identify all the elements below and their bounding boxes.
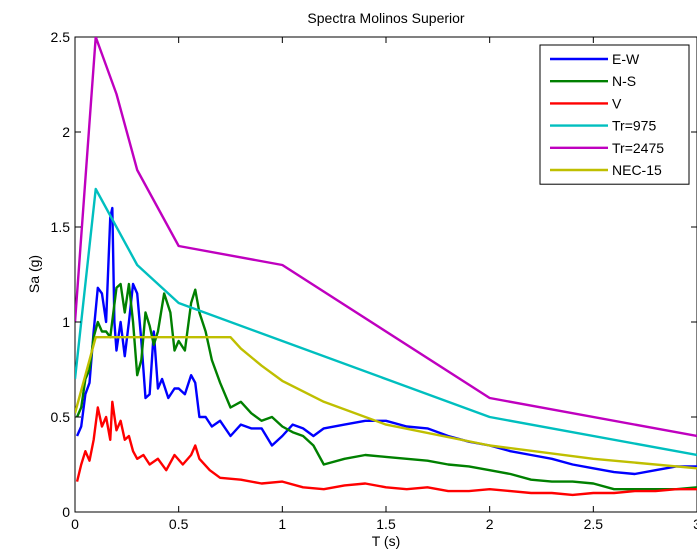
- x-axis-title: T (s): [372, 533, 401, 549]
- y-tick-label: 0: [62, 504, 70, 520]
- x-tick-label: 1: [278, 516, 286, 532]
- series-line-tr-975: [75, 187, 697, 457]
- legend-label: N-S: [612, 73, 636, 89]
- legend-label: E-W: [612, 51, 640, 67]
- y-tick-label: 0.5: [51, 409, 71, 425]
- x-tick-label: 3: [693, 516, 697, 532]
- x-axis: 0 0.5 1 1.5 2 2.5 3: [71, 37, 697, 532]
- x-tick-label: 0: [71, 516, 79, 532]
- y-tick-label: 2.5: [51, 29, 71, 45]
- y-axis: 0 0.5 1 1.5 2 2.5: [51, 29, 697, 520]
- x-tick-label: 2: [486, 516, 494, 532]
- series-line-tr-2475: [75, 37, 697, 438]
- series-line-nec-15: [75, 336, 697, 470]
- legend-label: Tr=2475: [612, 140, 664, 156]
- x-tick-label: 1.5: [376, 516, 396, 532]
- y-tick-label: 1: [62, 314, 70, 330]
- series-layer: [75, 37, 697, 497]
- x-tick-label: 0.5: [169, 516, 189, 532]
- legend: E-W N-S V Tr=975 Tr=2475 NEC-15: [539, 44, 690, 185]
- legend-label: NEC-15: [612, 162, 662, 178]
- x-tick-label: 2.5: [584, 516, 604, 532]
- chart-title: Spectra Molinos Superior: [307, 10, 465, 26]
- legend-box: [539, 44, 690, 185]
- y-axis-title: Sa (g): [26, 255, 42, 293]
- y-tick-label: 1.5: [51, 219, 71, 235]
- y-tick-label: 2: [62, 124, 70, 140]
- series-line-v: [75, 400, 697, 497]
- series-line-n-s: [75, 282, 697, 491]
- legend-label: V: [612, 95, 622, 111]
- legend-label: Tr=975: [612, 118, 656, 134]
